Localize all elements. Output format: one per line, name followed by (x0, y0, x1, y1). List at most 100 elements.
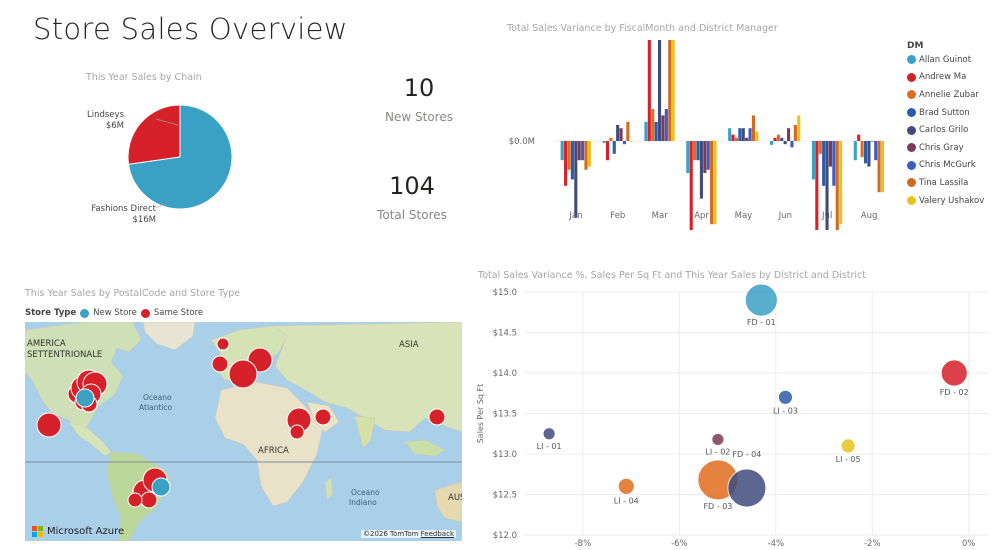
bar-annelie-zubar-jan[interactable] (567, 141, 571, 170)
store-bubbles[interactable] (36, 337, 446, 509)
map-feedback-link[interactable]: Feedback (420, 530, 454, 538)
scatter-bubble-li-03[interactable] (778, 389, 793, 405)
bar-tina-lassila-feb[interactable] (626, 121, 630, 141)
bar-legend-item[interactable]: Tina Lassila (907, 174, 984, 192)
bar-allan-guinot-jul[interactable] (811, 141, 815, 180)
bar-brad-sutton-jun[interactable] (780, 137, 784, 141)
bar-chris-gray-may[interactable] (745, 137, 749, 141)
bar-chris-mcgurk-may[interactable] (748, 128, 752, 141)
bar-andrew-ma-jan[interactable] (564, 141, 568, 186)
bar-valery-ushakov-apr[interactable] (713, 141, 717, 225)
bar-tina-lassila-jan[interactable] (584, 141, 588, 170)
store-bubble[interactable] (140, 491, 158, 509)
store-bubble[interactable] (127, 492, 143, 508)
store-bubble[interactable] (314, 408, 332, 426)
bar-legend-item[interactable]: Allan Guinot (907, 51, 984, 69)
bar-chris-mcgurk-jul[interactable] (832, 141, 836, 186)
bar-allan-guinot-apr[interactable] (686, 141, 690, 173)
world-map[interactable]: AMERICA SETTENTRIONALE ASIA AFRICA Ocean… (25, 322, 462, 541)
bar-chris-gray-apr[interactable] (703, 141, 707, 173)
bar-chris-gray-aug[interactable] (870, 141, 874, 142)
bar-legend-item[interactable]: Valery Ushakov (907, 192, 984, 210)
bar-valery-ushakov-mar[interactable] (671, 40, 675, 141)
bar-valery-ushakov-jul[interactable] (839, 141, 843, 225)
bar-chris-gray-jan[interactable] (577, 141, 581, 161)
bar-annelie-zubar-aug[interactable] (860, 141, 864, 157)
bar-chris-gray-jul[interactable] (828, 141, 832, 167)
bar-carlos-grilo-aug[interactable] (867, 141, 871, 167)
bar-chris-mcgurk-jun[interactable] (790, 141, 794, 148)
bar-tina-lassila-jul[interactable] (835, 141, 839, 230)
bar-chris-mcgurk-mar[interactable] (664, 109, 668, 141)
bar-valery-ushakov-feb[interactable] (629, 141, 633, 142)
bar-valery-ushakov-may[interactable] (755, 131, 759, 141)
bar-tina-lassila-aug[interactable] (877, 141, 881, 193)
bar-tina-lassila-may[interactable] (751, 115, 756, 141)
bar-allan-guinot-feb[interactable] (602, 141, 606, 143)
bar-brad-sutton-jul[interactable] (822, 141, 826, 186)
store-bubble[interactable] (228, 359, 258, 389)
pie-slice-lindseys[interactable] (127, 104, 181, 165)
bar-allan-guinot-aug[interactable] (853, 141, 857, 161)
bar-carlos-grilo-apr[interactable] (699, 141, 703, 199)
store-bubble[interactable] (36, 412, 62, 438)
scatter-bubble-fd-02[interactable] (940, 359, 968, 387)
bar-legend-item[interactable]: Chris McGurk (907, 157, 984, 175)
bar-annelie-zubar-apr[interactable] (693, 141, 697, 161)
store-bubble[interactable] (211, 355, 229, 373)
store-bubble-new[interactable] (75, 388, 95, 408)
bar-chris-mcgurk-feb[interactable] (622, 141, 627, 145)
store-bubble[interactable] (289, 424, 305, 440)
scatter-chart[interactable]: -8% -6% -4% -2% 0% $15.0 $14.5 $14.0 $13.5 $13.0 $… (470, 282, 995, 550)
bar-legend-item[interactable]: Carlos Grilo (907, 121, 984, 139)
bar-annelie-zubar-jun[interactable] (776, 134, 780, 141)
bar-chris-mcgurk-aug[interactable] (874, 141, 878, 161)
bar-chris-gray-feb[interactable] (619, 128, 623, 141)
bar-valery-ushakov-jun[interactable] (797, 115, 801, 141)
bar-chris-gray-jun[interactable] (787, 128, 791, 141)
scatter-bubble-unlabeled[interactable] (727, 468, 767, 508)
bar-andrew-ma-aug[interactable] (857, 134, 861, 141)
bar-annelie-zubar-mar[interactable] (651, 109, 655, 141)
bar-annelie-zubar-jul[interactable] (818, 141, 822, 154)
bar-allan-guinot-mar[interactable] (644, 121, 648, 141)
bar-andrew-ma-jul[interactable] (815, 141, 819, 230)
pie-chart[interactable]: Lindseys $6M Fashions Direct $16M (70, 95, 270, 235)
bar-brad-sutton-mar[interactable] (654, 121, 658, 141)
bar-chart[interactable]: $0.2M$0.0M($0.2M)JanFebMarAprMayJunJulAu… (495, 40, 895, 230)
scatter-bubble-li-01[interactable] (542, 427, 556, 441)
bar-allan-guinot-may[interactable] (728, 128, 732, 141)
bar-tina-lassila-jun[interactable] (793, 125, 797, 141)
bar-legend-item[interactable]: Annelie Zubar (907, 86, 984, 104)
bar-chris-gray-mar[interactable] (661, 115, 665, 141)
bar-andrew-ma-mar[interactable] (647, 40, 651, 141)
bar-tina-lassila-apr[interactable] (710, 141, 714, 225)
bar-allan-guinot-jun[interactable] (770, 141, 774, 145)
bar-valery-ushakov-jan[interactable] (587, 141, 591, 167)
bar-carlos-grilo-jan[interactable] (574, 141, 578, 218)
store-bubble[interactable] (216, 337, 230, 351)
map-canvas[interactable]: AMERICA SETTENTRIONALE ASIA AFRICA Ocean… (25, 322, 462, 541)
bar-andrew-ma-may[interactable] (731, 134, 735, 141)
bar-annelie-zubar-may[interactable] (734, 137, 739, 141)
bar-brad-sutton-aug[interactable] (863, 141, 868, 164)
bar-andrew-ma-feb[interactable] (605, 141, 610, 161)
scatter-bubble-fd-01[interactable] (744, 283, 778, 317)
bar-carlos-grilo-jun[interactable] (783, 141, 787, 145)
bar-carlos-grilo-feb[interactable] (616, 125, 620, 141)
bar-chris-mcgurk-apr[interactable] (706, 141, 710, 170)
bar-valery-ushakov-aug[interactable] (880, 141, 885, 193)
pie-slice-fashions-direct[interactable] (127, 104, 233, 210)
bar-chris-mcgurk-jan[interactable] (581, 141, 585, 161)
scatter-bubble-li-04[interactable] (617, 477, 635, 495)
bar-carlos-grilo-may[interactable] (741, 128, 745, 141)
bar-carlos-grilo-jul[interactable] (825, 141, 829, 230)
bar-brad-sutton-may[interactable] (738, 128, 742, 141)
bar-andrew-ma-jun[interactable] (773, 137, 777, 141)
bar-annelie-zubar-feb[interactable] (609, 137, 613, 141)
bar-allan-guinot-jan[interactable] (560, 141, 564, 161)
bar-legend-item[interactable]: Brad Sutton (907, 104, 984, 122)
bar-legend-item[interactable]: Chris Gray (907, 139, 984, 157)
bar-andrew-ma-apr[interactable] (689, 141, 693, 230)
bar-carlos-grilo-mar[interactable] (657, 40, 662, 141)
